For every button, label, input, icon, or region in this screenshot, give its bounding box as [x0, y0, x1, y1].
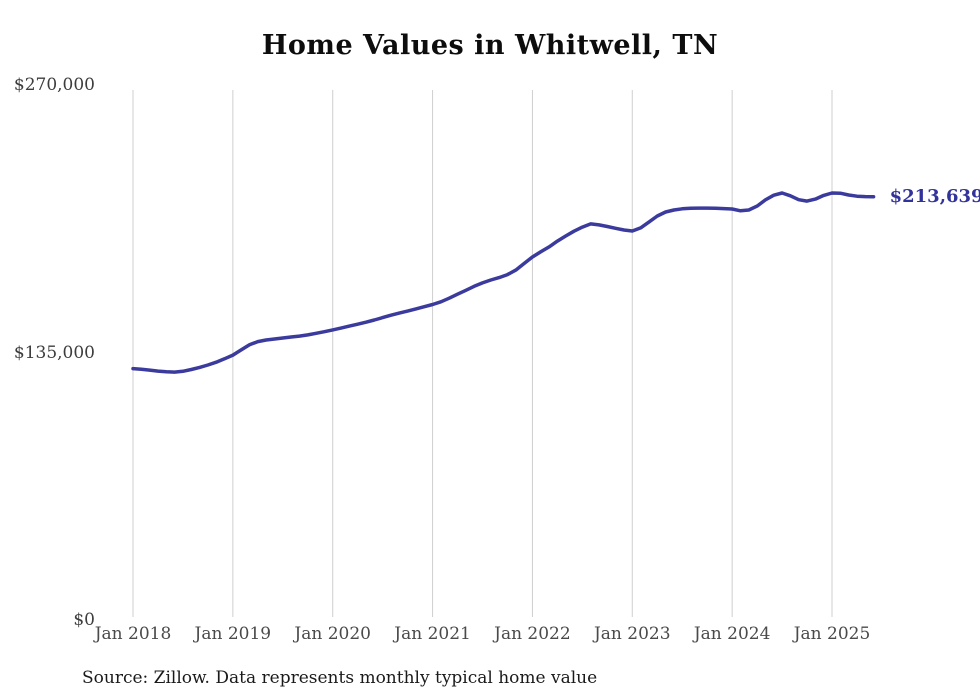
x-axis-tick-label: Jan 2019	[194, 624, 272, 644]
source-note: Source: Zillow. Data represents monthly …	[82, 668, 598, 688]
current-value-label: $213,639	[889, 185, 980, 207]
x-axis-tick-label: Jan 2021	[394, 624, 471, 644]
x-axis-tick-label: Jan 2018	[94, 624, 172, 644]
y-axis-tick-label: $270,000	[13, 75, 95, 95]
y-axis-tick-label: $0	[73, 610, 95, 630]
y-axis-tick-label: $135,000	[13, 342, 95, 363]
x-axis-tick-label: Jan 2025	[793, 624, 871, 644]
x-axis-tick-label: Jan 2022	[494, 624, 571, 644]
x-axis-tick-label: Jan 2024	[693, 624, 771, 644]
x-axis-tick-label: Jan 2020	[294, 624, 371, 644]
x-axis-tick-label: Jan 2023	[593, 624, 671, 644]
value-line	[131, 191, 876, 374]
chart-title: Home Values in Whitwell, TN	[261, 30, 719, 61]
